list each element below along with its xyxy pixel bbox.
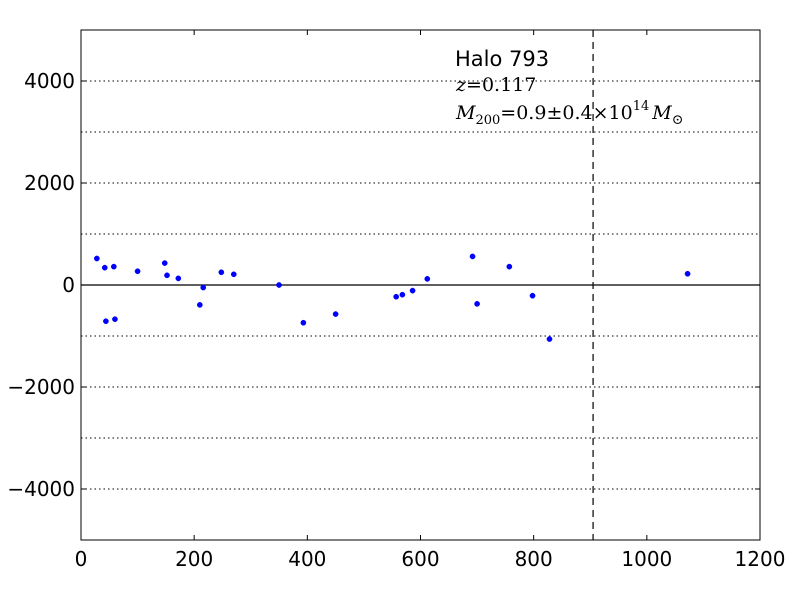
data-point-0 xyxy=(93,255,100,262)
data-point-10 xyxy=(200,284,207,291)
data-point-14 xyxy=(300,319,307,326)
mass-exponent: 14 xyxy=(633,99,650,114)
mass-times: ×10 xyxy=(593,102,633,124)
data-point-25 xyxy=(684,270,691,277)
data-point-22 xyxy=(506,263,513,270)
data-point-19 xyxy=(424,276,431,282)
mass-value: 0.9 xyxy=(516,102,546,124)
redshift-value: 0.117 xyxy=(482,74,536,96)
data-point-24 xyxy=(546,336,553,342)
redshift-equals: = xyxy=(466,74,482,96)
redshift-label: z=0.117 xyxy=(455,74,536,96)
data-point-12 xyxy=(230,271,237,278)
x-tick-label-1: 200 xyxy=(175,547,213,571)
mass-label: M200=0.9±0.4×1014 M⊙ xyxy=(455,99,683,128)
mass-equals: = xyxy=(500,102,516,124)
data-point-15 xyxy=(332,311,339,317)
data-point-23 xyxy=(529,292,536,299)
axis-ticks xyxy=(80,30,761,540)
data-point-6 xyxy=(161,260,168,266)
annotation-box: Halo 793 z=0.117 M200=0.9±0.4×1014 M⊙ xyxy=(455,47,683,128)
y-tick-label-3: 2000 xyxy=(24,171,75,195)
data-point-1 xyxy=(101,264,108,271)
data-point-21 xyxy=(474,301,480,307)
data-point-18 xyxy=(409,287,416,294)
mass-pm: ± xyxy=(546,102,562,124)
mass-symbol: M xyxy=(455,102,476,124)
grid-lines xyxy=(81,30,760,540)
data-point-3 xyxy=(110,263,117,270)
data-point-7 xyxy=(164,272,170,279)
mass-unit-subscript: ⊙ xyxy=(672,112,684,128)
x-tick-label-6: 1200 xyxy=(735,547,786,571)
y-tick-label-2: 0 xyxy=(62,273,75,297)
x-tick-label-0: 0 xyxy=(75,547,88,571)
y-tick-label-0: −4000 xyxy=(7,477,75,501)
data-point-20 xyxy=(469,253,476,260)
data-point-4 xyxy=(112,316,118,323)
y-tick-label-4: 4000 xyxy=(24,69,75,93)
y-tick-label-1: −2000 xyxy=(7,375,75,399)
mass-subscript: 200 xyxy=(475,113,500,128)
data-point-17 xyxy=(399,291,406,298)
data-point-16 xyxy=(393,293,400,300)
x-tick-label-2: 400 xyxy=(288,547,326,571)
halo-label: Halo 793 xyxy=(455,47,549,71)
mass-unit: M xyxy=(651,102,672,124)
data-point-9 xyxy=(196,302,203,308)
data-point-2 xyxy=(103,318,109,325)
data-point-13 xyxy=(276,282,282,288)
x-tick-label-4: 800 xyxy=(515,547,553,571)
redshift-symbol: z xyxy=(455,74,467,96)
x-tick-label-3: 600 xyxy=(401,547,439,571)
data-point-5 xyxy=(134,268,141,275)
x-tick-label-5: 1000 xyxy=(621,547,672,571)
data-point-8 xyxy=(175,275,182,282)
data-point-11 xyxy=(218,269,225,276)
data-points xyxy=(93,253,691,342)
mass-error: 0.4 xyxy=(562,102,592,124)
tick-labels: 0 200 400 600 800 1000 1200 −4000 −2000 0 2000 4000 xyxy=(7,69,785,571)
